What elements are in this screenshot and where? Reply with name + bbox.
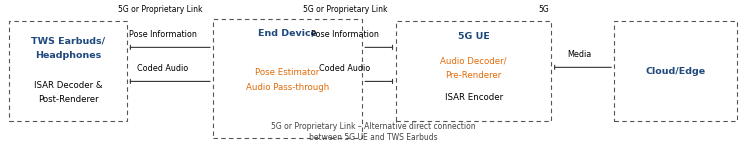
Bar (9, 21, 127, 121)
Text: TWS Earbuds/: TWS Earbuds/ (31, 36, 105, 45)
Text: 5G or Proprietary Link: 5G or Proprietary Link (303, 5, 388, 14)
Text: between 5G UE and TWS Earbuds: between 5G UE and TWS Earbuds (309, 133, 438, 142)
Bar (396, 21, 551, 121)
Text: ISAR Encoder: ISAR Encoder (444, 93, 503, 102)
Text: Coded Audio: Coded Audio (320, 64, 371, 73)
Text: Coded Audio: Coded Audio (137, 64, 188, 73)
Text: 5G or Proprietary Link – Alternative direct connection: 5G or Proprietary Link – Alternative dir… (271, 122, 476, 131)
Text: Pose Estimator: Pose Estimator (255, 68, 320, 77)
Text: Pre-Renderer: Pre-Renderer (445, 71, 502, 80)
Text: Post-Renderer: Post-Renderer (37, 95, 99, 104)
Text: Audio Decoder/: Audio Decoder/ (440, 57, 507, 65)
Text: ISAR Decoder &: ISAR Decoder & (34, 81, 102, 90)
Text: 5G: 5G (539, 5, 549, 14)
Text: End Device: End Device (258, 29, 317, 38)
Text: Headphones: Headphones (35, 52, 101, 60)
Bar (213, 19, 362, 138)
Bar (614, 21, 737, 121)
Text: Cloud/Edge: Cloud/Edge (645, 67, 706, 75)
Text: Audio Pass-through: Audio Pass-through (246, 83, 329, 92)
Text: 5G UE: 5G UE (458, 32, 489, 41)
Text: 5G or Proprietary Link: 5G or Proprietary Link (118, 5, 203, 14)
Text: Pose Information: Pose Information (129, 30, 196, 39)
Text: Media: Media (567, 50, 591, 59)
Text: Pose Information: Pose Information (311, 30, 379, 39)
